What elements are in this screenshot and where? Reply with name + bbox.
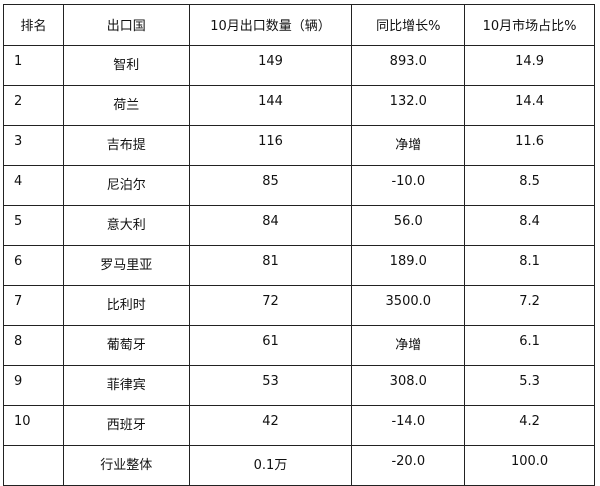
cell-yoy-growth: 308.0 [351, 365, 466, 406]
cell-country: 荷兰 [62, 85, 190, 126]
cell-rank: 8 [3, 325, 64, 366]
cell-market-share: 7.2 [464, 285, 595, 326]
table-row: 2 荷兰 144 132.0 14.4 [3, 85, 595, 126]
cell-rank: 9 [3, 365, 64, 406]
header-rank: 排名 [3, 4, 64, 46]
export-ranking-table: 排名 出口国 10月出口数量（辆） 同比增长% 10月市场占比% 1 智利 149 893.0… [3, 4, 595, 486]
table-row: 7 比利时 72 3500.0 7.2 [3, 285, 595, 326]
table-row: 3 吉布提 116 净增 11.6 [3, 125, 595, 166]
cell-market-share: 8.1 [464, 245, 595, 286]
cell-country: 比利时 [62, 285, 190, 326]
cell-country: 行业整体 [62, 445, 190, 486]
table-row: 5 意大利 84 56.0 8.4 [3, 205, 595, 246]
cell-yoy-growth: -10.0 [351, 165, 466, 206]
cell-rank [3, 445, 64, 486]
cell-quantity: 149 [188, 45, 353, 86]
cell-quantity: 72 [188, 285, 353, 326]
cell-country: 葡萄牙 [62, 325, 190, 366]
cell-country: 吉布提 [62, 125, 190, 166]
cell-market-share: 11.6 [464, 125, 595, 166]
cell-country: 尼泊尔 [62, 165, 190, 206]
cell-country: 菲律宾 [62, 365, 190, 406]
header-row: 排名 出口国 10月出口数量（辆） 同比增长% 10月市场占比% [3, 4, 595, 46]
cell-rank: 2 [3, 85, 64, 126]
cell-market-share: 8.5 [464, 165, 595, 206]
cell-rank: 10 [3, 405, 64, 446]
cell-yoy-growth: -14.0 [351, 405, 466, 446]
cell-country: 罗马里亚 [62, 245, 190, 286]
cell-market-share: 6.1 [464, 325, 595, 366]
cell-rank: 6 [3, 245, 64, 286]
table-row: 8 葡萄牙 61 净增 6.1 [3, 325, 595, 366]
cell-quantity: 84 [188, 205, 353, 246]
cell-rank: 1 [3, 45, 64, 86]
cell-market-share: 14.4 [464, 85, 595, 126]
cell-yoy-growth: 132.0 [351, 85, 466, 126]
cell-yoy-growth: 净增 [351, 125, 466, 166]
cell-country: 智利 [62, 45, 190, 86]
table-row: 6 罗马里亚 81 189.0 8.1 [3, 245, 595, 286]
cell-yoy-growth: 净增 [351, 325, 466, 366]
cell-yoy-growth: 189.0 [351, 245, 466, 286]
cell-yoy-growth: -20.0 [351, 445, 466, 486]
cell-yoy-growth: 893.0 [351, 45, 466, 86]
cell-rank: 7 [3, 285, 64, 326]
header-country: 出口国 [62, 4, 190, 46]
header-quantity: 10月出口数量（辆） [188, 4, 353, 46]
cell-market-share: 14.9 [464, 45, 595, 86]
cell-market-share: 8.4 [464, 205, 595, 246]
table-row: 4 尼泊尔 85 -10.0 8.5 [3, 165, 595, 206]
cell-quantity: 53 [188, 365, 353, 406]
cell-quantity: 81 [188, 245, 353, 286]
cell-market-share: 4.2 [464, 405, 595, 446]
table-row: 行业整体 0.1万 -20.0 100.0 [3, 445, 595, 486]
cell-quantity: 144 [188, 85, 353, 126]
cell-yoy-growth: 56.0 [351, 205, 466, 246]
cell-yoy-growth: 3500.0 [351, 285, 466, 326]
cell-quantity: 61 [188, 325, 353, 366]
cell-quantity: 42 [188, 405, 353, 446]
cell-market-share: 5.3 [464, 365, 595, 406]
table-row: 9 菲律宾 53 308.0 5.3 [3, 365, 595, 406]
cell-quantity: 0.1万 [188, 445, 353, 486]
cell-rank: 5 [3, 205, 64, 246]
header-yoy-growth: 同比增长% [351, 4, 466, 46]
cell-quantity: 85 [188, 165, 353, 206]
cell-rank: 4 [3, 165, 64, 206]
cell-quantity: 116 [188, 125, 353, 166]
cell-country: 西班牙 [62, 405, 190, 446]
cell-market-share: 100.0 [464, 445, 595, 486]
header-market-share: 10月市场占比% [464, 4, 595, 46]
table-row: 1 智利 149 893.0 14.9 [3, 45, 595, 86]
table-row: 10 西班牙 42 -14.0 4.2 [3, 405, 595, 446]
cell-rank: 3 [3, 125, 64, 166]
cell-country: 意大利 [62, 205, 190, 246]
